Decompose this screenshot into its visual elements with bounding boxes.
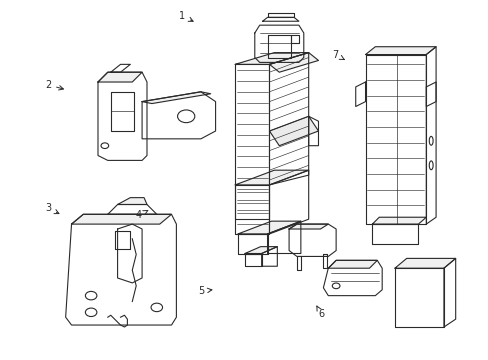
Polygon shape: [235, 170, 308, 185]
Polygon shape: [117, 198, 147, 204]
Text: 3: 3: [45, 203, 59, 213]
Polygon shape: [365, 47, 435, 55]
Polygon shape: [394, 258, 455, 268]
Polygon shape: [98, 72, 142, 82]
Text: 6: 6: [316, 306, 324, 319]
Polygon shape: [244, 247, 277, 253]
Polygon shape: [372, 217, 426, 224]
Polygon shape: [288, 224, 327, 229]
Text: 5: 5: [198, 286, 211, 296]
Polygon shape: [142, 92, 210, 104]
Polygon shape: [269, 116, 318, 146]
Polygon shape: [71, 214, 171, 224]
Polygon shape: [327, 260, 377, 268]
Text: 4: 4: [136, 210, 147, 220]
Text: 7: 7: [332, 50, 344, 60]
Text: 1: 1: [179, 11, 193, 21]
Polygon shape: [238, 221, 300, 234]
Text: 2: 2: [45, 80, 63, 90]
Polygon shape: [235, 53, 308, 64]
Polygon shape: [269, 53, 318, 72]
